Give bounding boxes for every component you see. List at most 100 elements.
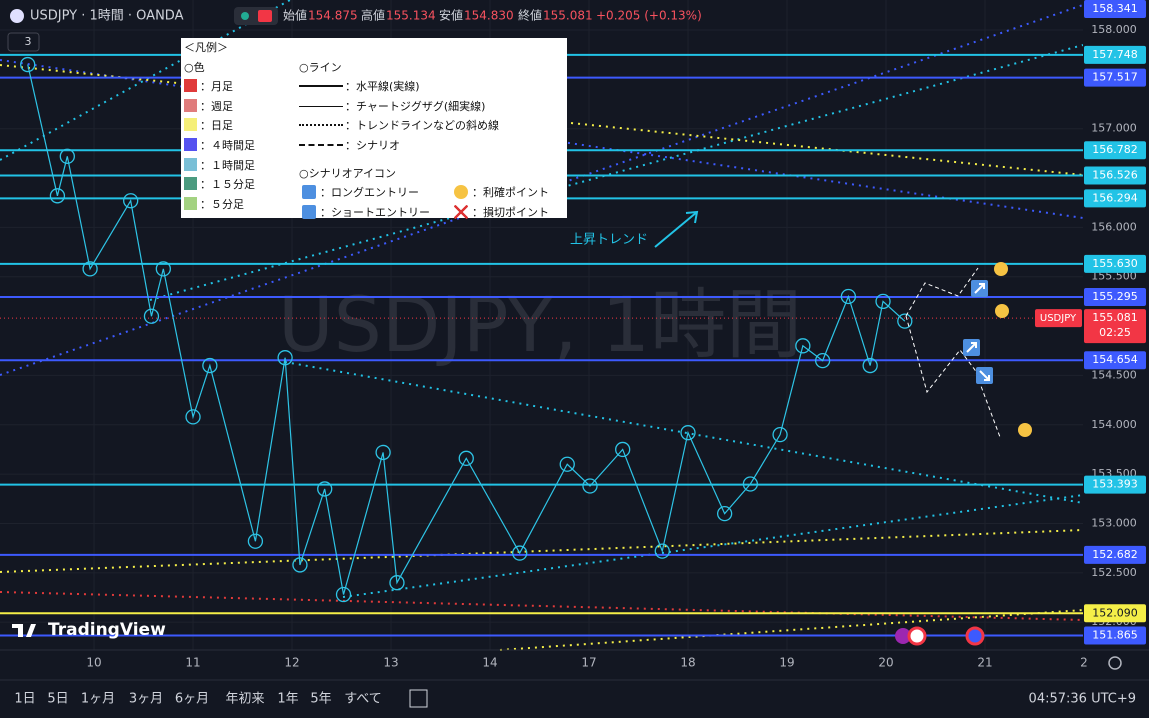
level-label-box <box>1084 626 1146 645</box>
take-profit-icon <box>1018 423 1032 437</box>
settings-icon[interactable] <box>1108 656 1122 670</box>
level-label-box <box>1084 68 1146 87</box>
y-tick-label: 152.500 <box>1091 566 1137 579</box>
toolbar <box>0 680 1149 718</box>
level-label-box <box>1084 45 1146 64</box>
indicator-count: 3 <box>25 35 32 48</box>
legend-line: ：トレンドラインなどの斜め線 <box>299 116 569 136</box>
legend-swatch <box>184 177 197 191</box>
goto-date-icon[interactable] <box>409 689 428 708</box>
range-button[interactable]: 5日 <box>47 692 68 707</box>
y-tick-label: 154.500 <box>1091 368 1137 381</box>
change: +0.205 (+0.13%) <box>596 9 702 23</box>
legend-icon: ：ロングエントリー <box>302 183 419 203</box>
x-tick-label: 19 <box>779 656 794 670</box>
x-tick-label: 10 <box>86 656 101 670</box>
pivot <box>897 313 913 329</box>
pivot <box>202 357 218 374</box>
symbol-label-box <box>1035 309 1082 328</box>
legend-swatch <box>184 157 197 171</box>
range-button[interactable]: 年初来 <box>225 692 264 707</box>
x-tick-label: 14 <box>482 656 497 670</box>
legend-color-items: ：月足 ：週足 ：日足 ：４時間足 ：１時間足 ：１５分足 ：５分足 <box>184 77 255 214</box>
range-button[interactable]: 1ヶ月 <box>81 692 115 707</box>
pivot <box>559 456 575 472</box>
level-label: 157.748 <box>1092 48 1138 61</box>
pivot <box>49 188 66 204</box>
level-label-box <box>1084 604 1146 623</box>
range-button[interactable]: 3ヶ月 <box>129 692 163 707</box>
pivot <box>615 441 631 458</box>
level-label: 156.782 <box>1092 143 1138 156</box>
pivot <box>82 261 98 277</box>
pivot <box>59 148 75 164</box>
range-button[interactable]: 6ヶ月 <box>175 692 209 707</box>
trendline <box>149 44 1084 301</box>
icon-arrows <box>966 283 990 381</box>
legend-label: ：日足 <box>200 119 233 133</box>
axis: 158.000 157.000 156.000 155.500 154.500 154.0… <box>86 0 1146 670</box>
legend-heading: ○シナリオアイコン <box>299 166 397 180</box>
grid <box>0 0 1085 650</box>
pivot <box>814 352 831 369</box>
pivot <box>123 193 139 209</box>
scenario-icons <box>963 262 1032 437</box>
legend-heading: ○ライン <box>299 60 342 74</box>
level-label: 155.295 <box>1092 290 1138 303</box>
legend-icon: ：利確ポイント <box>454 183 549 203</box>
legend-color: ：１時間足 <box>184 156 255 176</box>
range-buttons: 1日 5日 1ヶ月 3ヶ月 6ヶ月 年初来 1年 5年 すべて <box>14 692 381 707</box>
low-label: 安値 <box>439 8 463 23</box>
legend-color: ：月足 <box>184 77 255 97</box>
pivot <box>654 543 670 559</box>
legend-label: ：１時間足 <box>200 158 255 172</box>
y-tick-label: 156.000 <box>1091 220 1137 233</box>
range-button[interactable]: 1日 <box>14 692 35 707</box>
indicator-toggle[interactable] <box>7 32 40 52</box>
legend-icon: ：損切ポイント <box>454 203 549 223</box>
legend-label: ：ショートエントリー <box>320 206 430 220</box>
pivot <box>716 505 733 522</box>
legend-label: ：シナリオ <box>345 138 400 152</box>
legend-color: ：１５分足 <box>184 175 255 195</box>
legend-swatch <box>184 98 197 112</box>
level-label: 153.393 <box>1092 478 1138 491</box>
clock: 04:57:36 UTC+9 <box>1029 692 1136 707</box>
legend-line: ：水平線(実線) <box>299 77 569 97</box>
pivot <box>875 293 891 310</box>
range-button[interactable]: 5年 <box>310 692 331 707</box>
pivot <box>795 338 811 354</box>
event-icon <box>965 626 985 646</box>
legend-colors: ＜凡例＞ ○色 ：月足 ：週足 ：日足 ：４時間足 ：１時間足 ：１５分足 ：５分足 <box>184 38 255 214</box>
pivot <box>185 409 201 425</box>
level-label: 155.630 <box>1092 257 1138 270</box>
level-label: 154.654 <box>1092 353 1138 366</box>
high-label: 高値 <box>361 8 385 23</box>
trendline <box>0 4 1084 376</box>
level-label-box <box>1084 475 1146 494</box>
legend-swatch <box>184 196 197 210</box>
level-label-box <box>1084 254 1146 273</box>
legend-heading: ○色 <box>184 60 205 74</box>
legend-color: ：４時間足 <box>184 136 255 156</box>
trendline <box>0 529 1084 573</box>
legend-swatch <box>184 79 197 93</box>
pivot <box>742 476 759 492</box>
level-label: 158.341 <box>1092 2 1138 15</box>
range-button[interactable]: 1年 <box>277 692 298 707</box>
open-label: 始値 <box>283 8 307 23</box>
pivot <box>680 425 696 441</box>
legend-title: ＜凡例＞ <box>184 41 228 54</box>
legend-color: ：５分足 <box>184 195 255 215</box>
legend-label: ：利確ポイント <box>472 186 549 200</box>
x-tick-label: 20 <box>878 656 893 670</box>
range-button[interactable]: すべて <box>344 692 382 707</box>
high-value: 155.134 <box>386 9 436 23</box>
x-tick-label: 18 <box>680 656 695 670</box>
level-label-box <box>1084 545 1146 564</box>
legend-label: ：４時間足 <box>200 138 255 152</box>
scenario-line <box>905 315 1001 438</box>
pivot <box>772 426 788 443</box>
level-label-box <box>1084 0 1146 18</box>
low-value: 154.830 <box>464 9 514 23</box>
